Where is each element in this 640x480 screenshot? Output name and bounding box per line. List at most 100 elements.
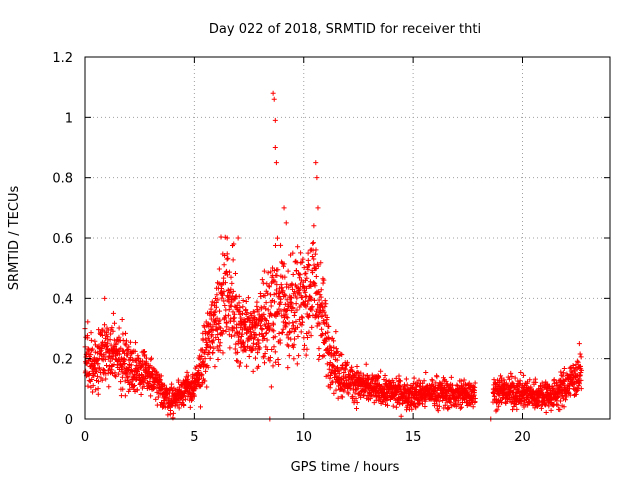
data-point: [224, 251, 230, 257]
data-point: [167, 408, 173, 414]
data-point: [290, 344, 296, 350]
data-point: [252, 355, 258, 361]
data-point: [231, 325, 237, 331]
data-point: [512, 375, 518, 381]
data-point: [312, 283, 318, 289]
data-point: [154, 385, 160, 391]
data-point: [224, 272, 230, 278]
data-point: [198, 404, 203, 410]
data-point: [216, 266, 222, 272]
data-point: [199, 372, 205, 378]
data-point: [159, 381, 165, 387]
data-point: [116, 325, 122, 331]
data-point: [539, 386, 545, 392]
data-point: [472, 395, 478, 401]
data-point: [210, 327, 216, 333]
data-point: [157, 377, 163, 383]
data-point: [275, 357, 281, 363]
data-point: [199, 354, 205, 359]
data-point: [92, 349, 98, 355]
data-point: [321, 277, 327, 283]
data-point: [109, 356, 115, 362]
data-point: [396, 373, 402, 379]
data-point: [538, 405, 544, 411]
data-point: [378, 368, 384, 374]
data-point: [207, 355, 213, 361]
data-point: [274, 282, 280, 288]
data-point: [95, 361, 101, 367]
data-point: [271, 328, 277, 334]
data-point: [560, 370, 566, 376]
data-point: [124, 338, 130, 344]
data-point: [224, 235, 230, 241]
data-point: [118, 345, 124, 351]
data-point: [240, 304, 246, 310]
data-point: [393, 375, 399, 381]
data-point: [296, 290, 302, 296]
data-point: [323, 330, 329, 336]
data-point: [345, 391, 351, 397]
data-point: [578, 354, 584, 360]
data-point: [563, 397, 569, 403]
data-point: [436, 398, 442, 404]
y-tick-label: 0.6: [52, 232, 73, 247]
data-point: [353, 396, 359, 402]
data-point: [335, 395, 341, 401]
data-point: [95, 391, 101, 397]
data-point: [273, 359, 279, 365]
data-point: [461, 377, 467, 383]
data-point: [326, 366, 332, 372]
data-point: [272, 349, 278, 355]
data-point: [208, 309, 214, 315]
data-point: [110, 310, 116, 316]
data-point: [214, 327, 220, 333]
data-point: [128, 362, 134, 368]
data-point: [191, 393, 197, 399]
data-point: [221, 298, 227, 304]
data-point: [284, 307, 290, 313]
data-point: [90, 383, 96, 389]
data-point: [276, 330, 282, 336]
data-point: [89, 376, 95, 382]
data-point: [263, 344, 269, 350]
data-point: [203, 339, 209, 345]
data-point: [308, 296, 314, 302]
data-point: [220, 328, 226, 334]
data-point: [292, 336, 298, 342]
x-axis-ticks: 0 5 10 15 20: [81, 57, 531, 445]
data-point: [390, 403, 396, 409]
data-point: [107, 337, 113, 343]
data-points: [82, 90, 584, 422]
data-point: [85, 335, 91, 341]
data-point: [472, 384, 478, 390]
data-point: [297, 281, 303, 287]
data-point: [219, 295, 225, 301]
data-point: [575, 359, 581, 365]
data-point: [354, 405, 360, 411]
data-point: [324, 361, 330, 367]
data-point: [272, 334, 278, 340]
data-point: [233, 341, 239, 347]
data-point: [578, 377, 584, 383]
data-point: [95, 379, 101, 385]
data-point: [398, 413, 404, 419]
data-point: [258, 294, 264, 300]
data-point: [236, 363, 242, 369]
data-point: [236, 321, 242, 327]
data-point: [555, 402, 561, 408]
data-point: [237, 330, 243, 336]
data-point: [381, 377, 387, 383]
y-tick-label: 0.2: [52, 353, 73, 368]
data-point: [291, 342, 297, 348]
data-point: [244, 363, 250, 369]
data-point: [169, 381, 175, 387]
data-point: [283, 220, 289, 226]
data-point: [197, 375, 203, 381]
data-point: [310, 240, 316, 246]
data-point: [331, 344, 337, 350]
data-point: [245, 295, 251, 301]
data-point: [325, 350, 331, 356]
data-point: [127, 339, 133, 345]
data-point: [259, 327, 265, 333]
data-point: [264, 318, 270, 324]
